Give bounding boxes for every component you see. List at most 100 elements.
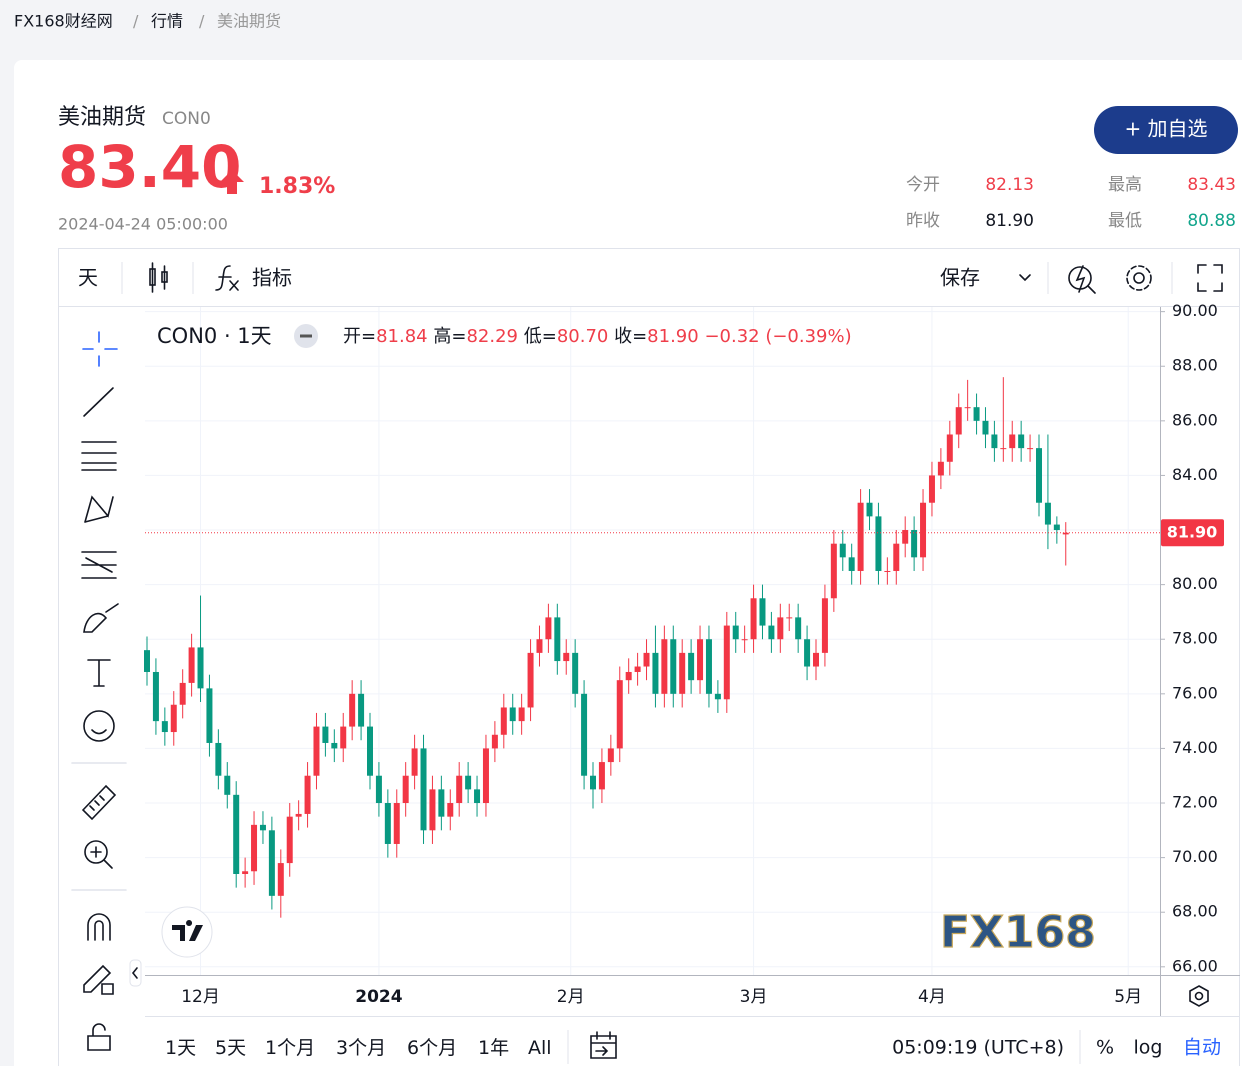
tv-logo[interactable] [161, 906, 213, 958]
indicator-icon[interactable] [215, 265, 239, 291]
interval-button[interactable]: 天 [78, 266, 98, 290]
candle-body [697, 639, 704, 681]
legend-value: 81.84 [376, 326, 428, 347]
candle-body [813, 652, 819, 667]
candle-body [652, 652, 659, 694]
trendline-tool[interactable] [83, 387, 114, 417]
breadcrumb-current: 美油期货 [217, 12, 281, 31]
axis-settings-icon[interactable] [1189, 985, 1209, 1007]
save-dropdown[interactable] [1019, 274, 1031, 282]
clock[interactable]: 05:09:19 (UTC+8) [892, 1037, 1064, 1059]
breadcrumb-link[interactable]: FX168财经网 [14, 12, 113, 31]
candle-body [830, 543, 837, 599]
x-tick-label: 5月 [1114, 987, 1142, 1007]
candle-body [598, 762, 605, 790]
candle-body [152, 671, 159, 722]
stat-label: 昨收 [906, 211, 940, 231]
candle-body [857, 502, 864, 571]
fib-tool[interactable] [81, 441, 117, 471]
candle-body [982, 420, 989, 435]
candle-body [215, 742, 222, 776]
breadcrumb-link[interactable]: 行情 [151, 12, 183, 31]
candle-body [179, 682, 186, 705]
prediction-tool[interactable] [81, 551, 117, 579]
indicators-button[interactable]: 指标 [252, 266, 292, 290]
stat-value: 80.88 [1187, 211, 1236, 231]
settings-icon[interactable] [1126, 265, 1152, 291]
candle-body [634, 666, 641, 672]
ruler-tool[interactable] [81, 784, 117, 821]
add-watchlist-label[interactable]: + 加自选 [1124, 117, 1207, 141]
lock-tool[interactable] [87, 1023, 111, 1051]
range-button[interactable]: 1年 [478, 1037, 509, 1059]
chart-type-icon[interactable] [149, 262, 168, 293]
candle-body [313, 726, 320, 776]
candle-body [465, 775, 472, 790]
stat-value: 82.13 [985, 175, 1034, 195]
add-watchlist-button[interactable] [1094, 106, 1238, 154]
range-button[interactable]: 1天 [165, 1037, 196, 1059]
y-tick-label: 88.00 [1172, 356, 1218, 375]
candle-body [259, 824, 266, 831]
x-tick-label: 4月 [918, 987, 946, 1007]
breadcrumb-separator: / [133, 12, 139, 31]
legend-change: −0.32 (−0.39%) [704, 326, 851, 347]
legend-label: 收= [614, 326, 647, 347]
log-button[interactable]: log [1134, 1037, 1163, 1059]
price-tag [1161, 519, 1224, 547]
candle-body [688, 652, 695, 681]
candle-body [920, 502, 927, 558]
candle-body [1036, 448, 1042, 503]
candle-body [893, 543, 900, 571]
lock-draw-tool[interactable] [83, 964, 114, 995]
timestamp: 2024-04-24 05:00:00 [58, 215, 228, 234]
range-button[interactable]: 6个月 [407, 1037, 457, 1059]
stat-value: 83.43 [1187, 175, 1236, 195]
magnet-tool[interactable] [87, 913, 111, 941]
range-bar: 1天 5天 1个月 3个月 6个月 1年 All [165, 1037, 552, 1059]
pattern-tool[interactable] [84, 495, 114, 523]
candle-body [268, 830, 275, 896]
zoom-tool[interactable] [84, 840, 113, 869]
y-tick-label: 86.00 [1172, 410, 1218, 429]
candle-body [429, 789, 436, 831]
candle-body [295, 813, 302, 817]
alert-icon[interactable] [1068, 265, 1096, 294]
candle-body [197, 647, 204, 689]
text-tool[interactable] [87, 659, 111, 687]
crosshair-tool[interactable] [82, 331, 118, 367]
candle-body [447, 803, 454, 817]
brush-tool[interactable] [83, 603, 119, 633]
auto-button[interactable]: 自动 [1183, 1037, 1221, 1059]
save-button[interactable]: 保存 [940, 266, 980, 290]
candle-body [723, 625, 730, 700]
candle-body [554, 617, 561, 662]
candle-body [670, 639, 677, 694]
candle-body [206, 688, 213, 743]
candle-body [527, 652, 534, 708]
candle-body [902, 530, 909, 544]
y-tick-label: 66.00 [1172, 956, 1218, 975]
drawing-tools [71, 331, 127, 1051]
candle-body [536, 639, 543, 653]
candle-body [911, 530, 918, 558]
legend-value: 82.29 [466, 326, 518, 347]
candle-body [322, 726, 329, 743]
legend-label: 开= [343, 326, 376, 347]
percent-button[interactable]: % [1096, 1037, 1114, 1059]
fullscreen-icon[interactable] [1197, 264, 1223, 292]
candle-body [1018, 434, 1025, 449]
candle-body [393, 803, 400, 844]
range-button[interactable]: 5天 [215, 1037, 246, 1059]
candle-body [500, 707, 507, 735]
candle-body [590, 775, 596, 790]
range-button[interactable]: All [528, 1037, 552, 1059]
stat-value: 81.90 [985, 211, 1034, 231]
candle-body [170, 704, 177, 733]
collapse-toggle[interactable] [129, 959, 142, 987]
range-button[interactable]: 3个月 [336, 1037, 386, 1059]
emoji-tool[interactable] [83, 710, 115, 742]
goto-date-icon[interactable] [590, 1031, 617, 1059]
range-button[interactable]: 1个月 [265, 1037, 315, 1059]
legend-value: 81.90 [647, 326, 699, 347]
